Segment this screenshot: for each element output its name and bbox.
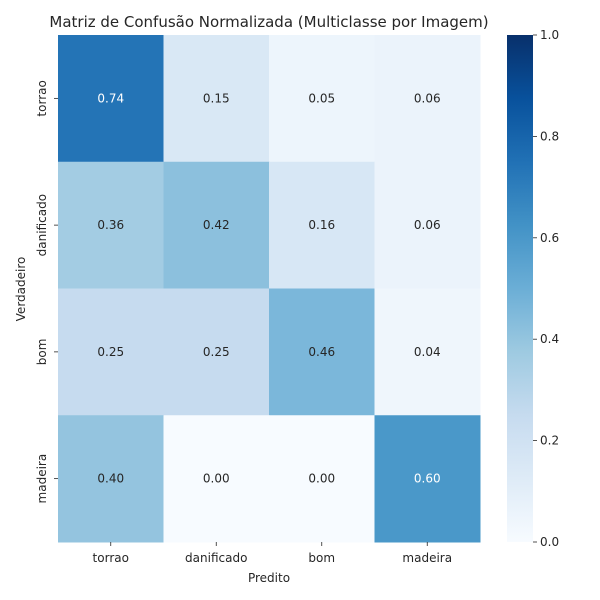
cell-value-label: 0.15 — [203, 91, 230, 105]
cell-value-label: 0.25 — [97, 345, 124, 359]
heatmap-cell — [269, 35, 375, 163]
y-tick-label: bom — [35, 339, 49, 366]
x-tick-label: madeira — [402, 551, 452, 565]
x-tick-label: danificado — [185, 551, 247, 565]
cell-value-label: 0.04 — [414, 345, 441, 359]
heatmap-cell — [374, 415, 481, 543]
cell-value-label: 0.06 — [414, 218, 441, 232]
colorbar-tick-label: 1.0 — [540, 28, 559, 42]
colorbar: 0.0 0.2 0.4 0.6 0.8 1.0 — [507, 28, 559, 549]
x-tick-label: bom — [308, 551, 335, 565]
colorbar-tick-label: 0.4 — [540, 332, 559, 346]
cell-value-label: 0.40 — [97, 472, 124, 486]
x-tick-label: torrao — [93, 551, 129, 565]
cell-value-label: 0.06 — [414, 91, 441, 105]
x-axis-ticks: torrao danificado bom madeira — [93, 542, 452, 565]
cell-value-label: 0.00 — [203, 472, 230, 486]
cell-value-label: 0.74 — [97, 91, 124, 105]
y-axis-label: Verdadeiro — [14, 257, 28, 322]
heatmap-cell — [374, 35, 481, 163]
heatmap-cell — [269, 161, 375, 289]
chart-title: Matriz de Confusão Normalizada (Multicla… — [49, 13, 488, 31]
heatmap-cell — [58, 415, 164, 543]
heatmap-cell — [269, 415, 375, 543]
colorbar-tick-label: 0.0 — [540, 535, 559, 549]
heatmap-cells — [58, 35, 481, 543]
cell-value-label: 0.00 — [308, 472, 335, 486]
x-axis-label: Predito — [248, 571, 290, 585]
cell-value-label: 0.16 — [308, 218, 335, 232]
colorbar-tick-label: 0.8 — [540, 129, 559, 143]
cell-value-label: 0.05 — [308, 91, 335, 105]
y-tick-label: torrao — [35, 80, 49, 116]
heatmap-cell — [374, 161, 481, 289]
y-tick-label: danificado — [35, 194, 49, 256]
heatmap-cell — [374, 288, 481, 416]
heatmap-cell — [58, 288, 164, 416]
heatmap-cell — [163, 415, 270, 543]
cell-value-label: 0.46 — [308, 345, 335, 359]
heatmap-cell — [163, 161, 270, 289]
cell-value-label: 0.36 — [97, 218, 124, 232]
colorbar-tick-label: 0.6 — [540, 231, 559, 245]
heatmap-cell — [163, 35, 270, 163]
heatmap-cell-labels: 0.74 0.15 0.05 0.06 0.36 0.42 0.16 0.06 0.25 0.25… — [97, 91, 440, 485]
colorbar-tick-label: 0.2 — [540, 434, 559, 448]
cell-value-label: 0.42 — [203, 218, 230, 232]
cell-value-label: 0.25 — [203, 345, 230, 359]
y-tick-label: madeira — [35, 454, 49, 504]
heatmap-cell — [269, 288, 375, 416]
y-axis-ticks: torrao danificado bom madeira — [35, 80, 58, 503]
cell-value-label: 0.60 — [414, 472, 441, 486]
heatmap-cell — [58, 161, 164, 289]
heatmap-cell — [163, 288, 270, 416]
colorbar-gradient — [507, 35, 533, 542]
heatmap-cell — [58, 35, 164, 163]
